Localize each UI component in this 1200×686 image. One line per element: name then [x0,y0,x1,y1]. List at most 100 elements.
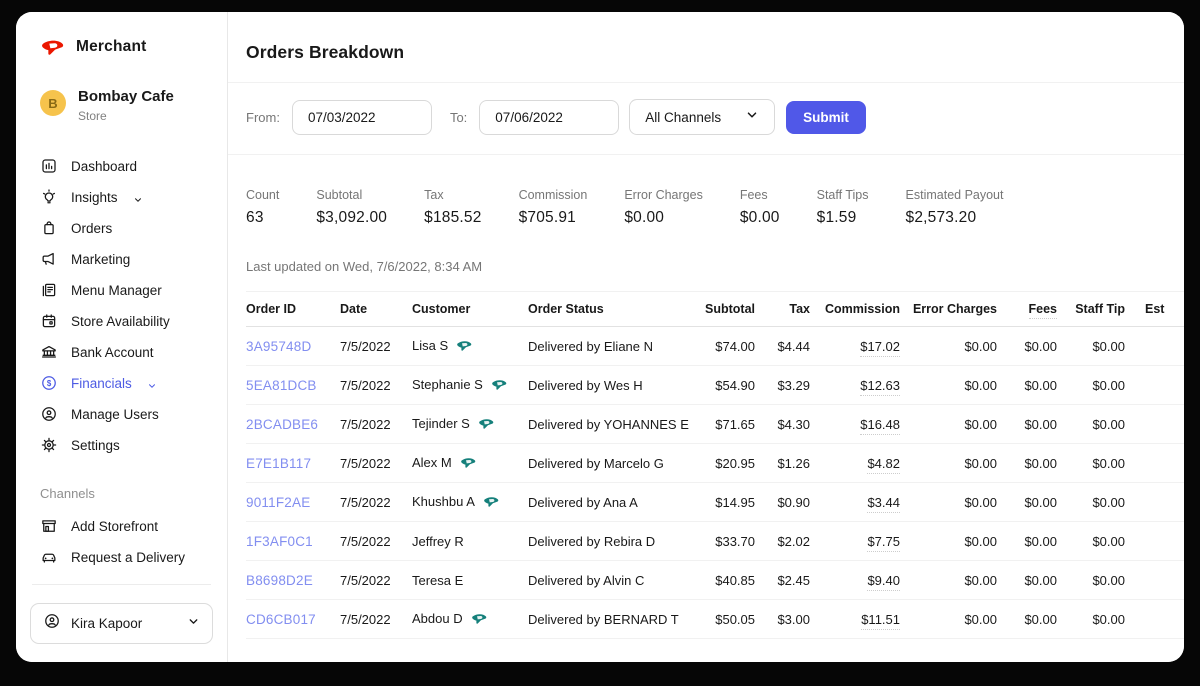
table-row: 3A95748D 7/5/2022 Lisa S Delivered by Elian… [246,326,1184,366]
sidebar-item-financials[interactable]: $ Financials [30,368,213,398]
order-status-cell: Delivered by YOHANNES E [528,404,698,444]
order-id-link[interactable]: 5EA81DCB [246,377,317,393]
order-date-cell: 7/5/2022 [340,443,412,483]
sidebar-item-bank-account[interactable]: Bank Account [30,337,213,367]
channels-select[interactable]: All Channels [629,99,776,135]
customer-name: Tejinder S [412,415,470,431]
stat-value: $1.59 [816,209,857,226]
sidebar-item-dashboard[interactable]: Dashboard [30,151,213,181]
insights-icon [40,188,58,206]
sidebar-item-orders[interactable]: Orders [30,213,213,243]
error-charges-cell: $0.00 [900,521,997,561]
subtotal-cell: $14.95 [698,482,755,522]
chevron-down-icon [187,615,200,633]
page-title: Orders Breakdown [246,42,405,62]
stat-value: $705.91 [518,209,576,226]
order-id-cell: 5EA81DCB [246,365,340,405]
customer-name: Lisa S [412,337,449,353]
order-status-cell: Delivered by Eliane N [528,326,698,366]
user-menu-button[interactable]: Kira Kapoor [30,603,213,644]
sidebar-item-label: Marketing [71,251,131,267]
summary-stat-fees: Fees $0.00 [740,188,780,227]
estimated-payout-cell [1125,521,1184,561]
sidebar-item-insights[interactable]: Insights [30,182,213,212]
order-id-cell: 2BCADBE6 [246,404,340,444]
sidebar-item-label: Orders [71,220,113,236]
sidebar-item-manage-users[interactable]: Manage Users [30,399,213,429]
summary-stat-tax: Tax $185.52 [424,188,481,227]
order-id-link[interactable]: E7E1B117 [246,455,312,471]
order-id-link[interactable]: 3A95748D [246,338,312,354]
sidebar-item-request-a-delivery[interactable]: Request a Delivery [30,542,213,572]
order-id-link[interactable]: CD6CB017 [246,611,316,627]
store-avatar: B [40,90,66,116]
channels-section-label: Channels [40,486,95,501]
order-id-cell: 9011F2AE [246,482,340,522]
sidebar-item-menu-manager[interactable]: Menu Manager [30,275,213,305]
sidebar-item-label: Menu Manager [71,282,162,298]
submit-button[interactable]: Submit [786,100,866,134]
table-row: E7E1B117 7/5/2022 Alex M Delivered by Marce… [246,443,1184,483]
sidebar-item-store-availability[interactable]: Store Availability [30,306,213,336]
table-row: 2BCADBE6 7/5/2022 Tejinder S Delivered by Y… [246,404,1184,444]
error-charges-cell: $0.00 [900,560,997,600]
brand-header[interactable]: Merchant [30,38,213,56]
sidebar-item-label: Store Availability [71,313,170,329]
fees-cell: $0.00 [997,365,1057,405]
from-date-input[interactable] [291,99,432,135]
sidebar-item-label: Manage Users [71,406,159,422]
app-window: Merchant B Bombay Cafe Store Dashboard In… [16,12,1184,662]
dashboard-icon [40,157,58,175]
sidebar-bottom: Kira Kapoor [30,584,213,644]
caviar-badge-icon [471,612,488,628]
store-availability-icon [40,312,58,330]
caviar-badge-icon [483,495,500,511]
stat-value: $0.00 [739,209,780,226]
sidebar-item-marketing[interactable]: Marketing [30,244,213,274]
sidebar-item-label: Add Storefront [71,518,159,534]
order-id-link[interactable]: 1F3AF0C1 [246,533,313,549]
table-row: 9011F2AE 7/5/2022 Khushbu A Delivered by An… [246,482,1184,522]
order-id-cell: 1F3AF0C1 [246,521,340,561]
stat-label: Staff Tips [816,188,869,202]
store-subtitle: Store [78,109,107,123]
error-charges-cell: $0.00 [900,482,997,522]
order-date-cell: 7/5/2022 [340,482,412,522]
commission-value: $12.63 [860,377,900,396]
sidebar-item-add-storefront[interactable]: Add Storefront [30,511,213,541]
staff-tip-cell: $0.00 [1057,560,1125,600]
store-switcher[interactable]: B Bombay Cafe Store [40,88,213,123]
column-header-label: Fees [1028,302,1057,319]
order-id-link[interactable]: 9011F2AE [246,494,311,510]
customer-cell: Alex M [412,443,528,483]
error-charges-cell: $0.00 [900,326,997,366]
tax-cell: $3.29 [755,365,810,405]
customer-cell: Stephanie S [412,365,528,405]
main-content: Orders Breakdown From: To: All Channels … [228,12,1184,662]
table-row: 1F3AF0C1 7/5/2022 Jeffrey R Delivered by Re… [246,521,1184,561]
sidebar-item-label: Dashboard [71,158,138,174]
financials-icon: $ [40,374,58,392]
order-id-link[interactable]: B8698D2E [246,572,313,588]
manage-users-icon [40,405,58,423]
customer-name: Jeffrey R [412,533,464,549]
filter-bar: From: To: All Channels Submit [228,83,1184,154]
commission-value: $9.40 [867,572,900,591]
sidebar-item-label: Bank Account [71,344,154,360]
commission-cell: $17.02 [810,326,900,366]
user-circle-icon [43,612,61,635]
to-date-input[interactable] [479,99,620,135]
column-header-order-id: Order ID [246,291,340,327]
column-header-order-status: Order Status [528,291,698,327]
sidebar-item-settings[interactable]: Settings [30,430,213,460]
subtotal-cell: $54.90 [698,365,755,405]
stat-value: $3,092.00 [316,209,388,226]
customer-cell: Teresa E [412,560,528,600]
staff-tip-cell: $0.00 [1057,443,1125,483]
order-id-link[interactable]: 2BCADBE6 [246,416,319,432]
orders-table: Order ID Date Customer Order Status Subtotal… [246,291,1184,639]
tax-cell: $3.00 [755,599,810,639]
sidebar-divider [32,584,211,585]
commission-value: $17.02 [860,338,900,357]
brand-name: Merchant [76,38,147,55]
